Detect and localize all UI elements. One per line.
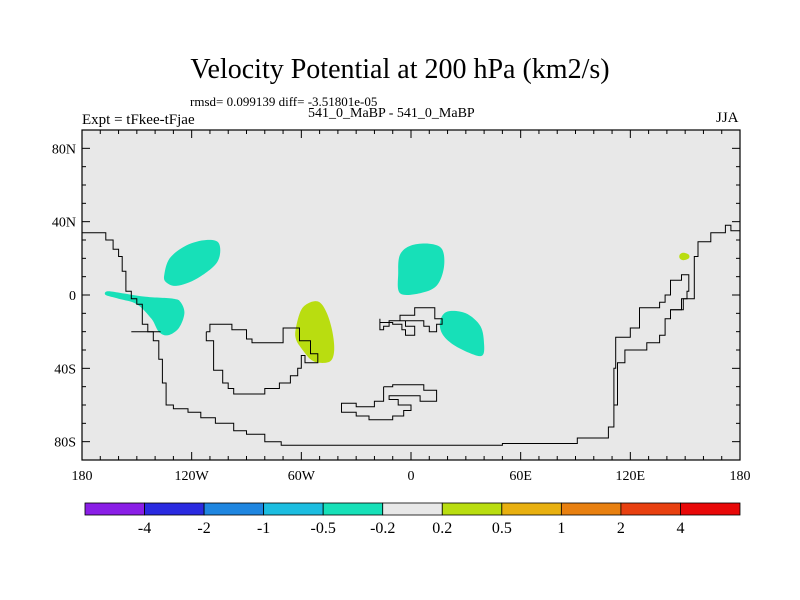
x-tick-label: 120W (175, 469, 210, 484)
coastline-6 (341, 384, 438, 421)
colorbar-label: -1 (257, 520, 270, 537)
contour-region-4 (439, 310, 485, 357)
x-tick-label: 180 (730, 469, 751, 484)
land-outlines (82, 224, 740, 446)
experiment-label: Expt = tFkee-tFjae (82, 112, 195, 128)
coastline-5 (379, 307, 443, 336)
coastline-4 (205, 323, 319, 395)
colorbar-label: -2 (197, 520, 210, 537)
colorbar-label: 4 (676, 520, 684, 537)
colorbar-swatch (560, 502, 622, 516)
colorbar-label: -0.2 (370, 520, 395, 537)
stats-label: rmsd= 0.099139 diff= -3.51801e-05 (190, 94, 378, 109)
contour-region-6 (679, 252, 690, 261)
x-tick-label: 60E (509, 469, 532, 484)
colorbar-label: -0.5 (311, 520, 336, 537)
colorbar-label: -4 (138, 520, 151, 537)
colorbar-label: 1 (557, 520, 565, 537)
colorbar-label: 2 (617, 520, 625, 537)
colorbar-swatch (680, 502, 741, 516)
y-tick-label: 40S (54, 362, 76, 377)
colorbar-swatch (382, 502, 443, 516)
x-tick-label: 120E (616, 469, 646, 484)
colorbar-label: 0.2 (432, 520, 452, 537)
x-tick-label: 180 (72, 469, 93, 484)
colorbar-label: 0.5 (492, 520, 512, 537)
y-tick-label: 0 (69, 289, 76, 304)
colorbar: -4 -2 -1 -0.5 -0.2 0.2 0.5 1 2 4 (84, 502, 741, 537)
y-tick-label: 80S (54, 436, 76, 451)
axis-ticks: 180 120W 60W 0 60E 120E 180 80N 40N 0 40S 80S (52, 129, 751, 484)
colorbar-swatch (84, 502, 145, 516)
season-label: JJA (716, 110, 739, 126)
contour-region-1 (163, 239, 221, 286)
colorbar-swatch (501, 502, 562, 516)
y-tick-label: 80N (52, 142, 76, 157)
y-tick-label: 40N (52, 216, 76, 231)
colorbar-swatch (263, 502, 324, 516)
coastline-1 (82, 232, 690, 446)
colorbar-swatch (441, 502, 503, 516)
contour-region-3 (397, 243, 445, 295)
x-tick-label: 60W (288, 469, 316, 484)
x-tick-label: 0 (408, 469, 415, 484)
colorbar-swatch (620, 502, 681, 516)
colorbar-swatch (203, 502, 265, 516)
contour-region-2 (104, 291, 185, 336)
colorbar-swatch (144, 502, 205, 516)
contour-region-5 (295, 301, 335, 363)
contour-regions (104, 239, 690, 363)
case-label: 541_0_MaBP - 541_0_MaBP (308, 106, 475, 121)
colorbar-swatch (322, 502, 384, 516)
coastline-2 (670, 224, 740, 311)
plot-title: Velocity Potential at 200 hPa (km2/s) (190, 54, 610, 85)
